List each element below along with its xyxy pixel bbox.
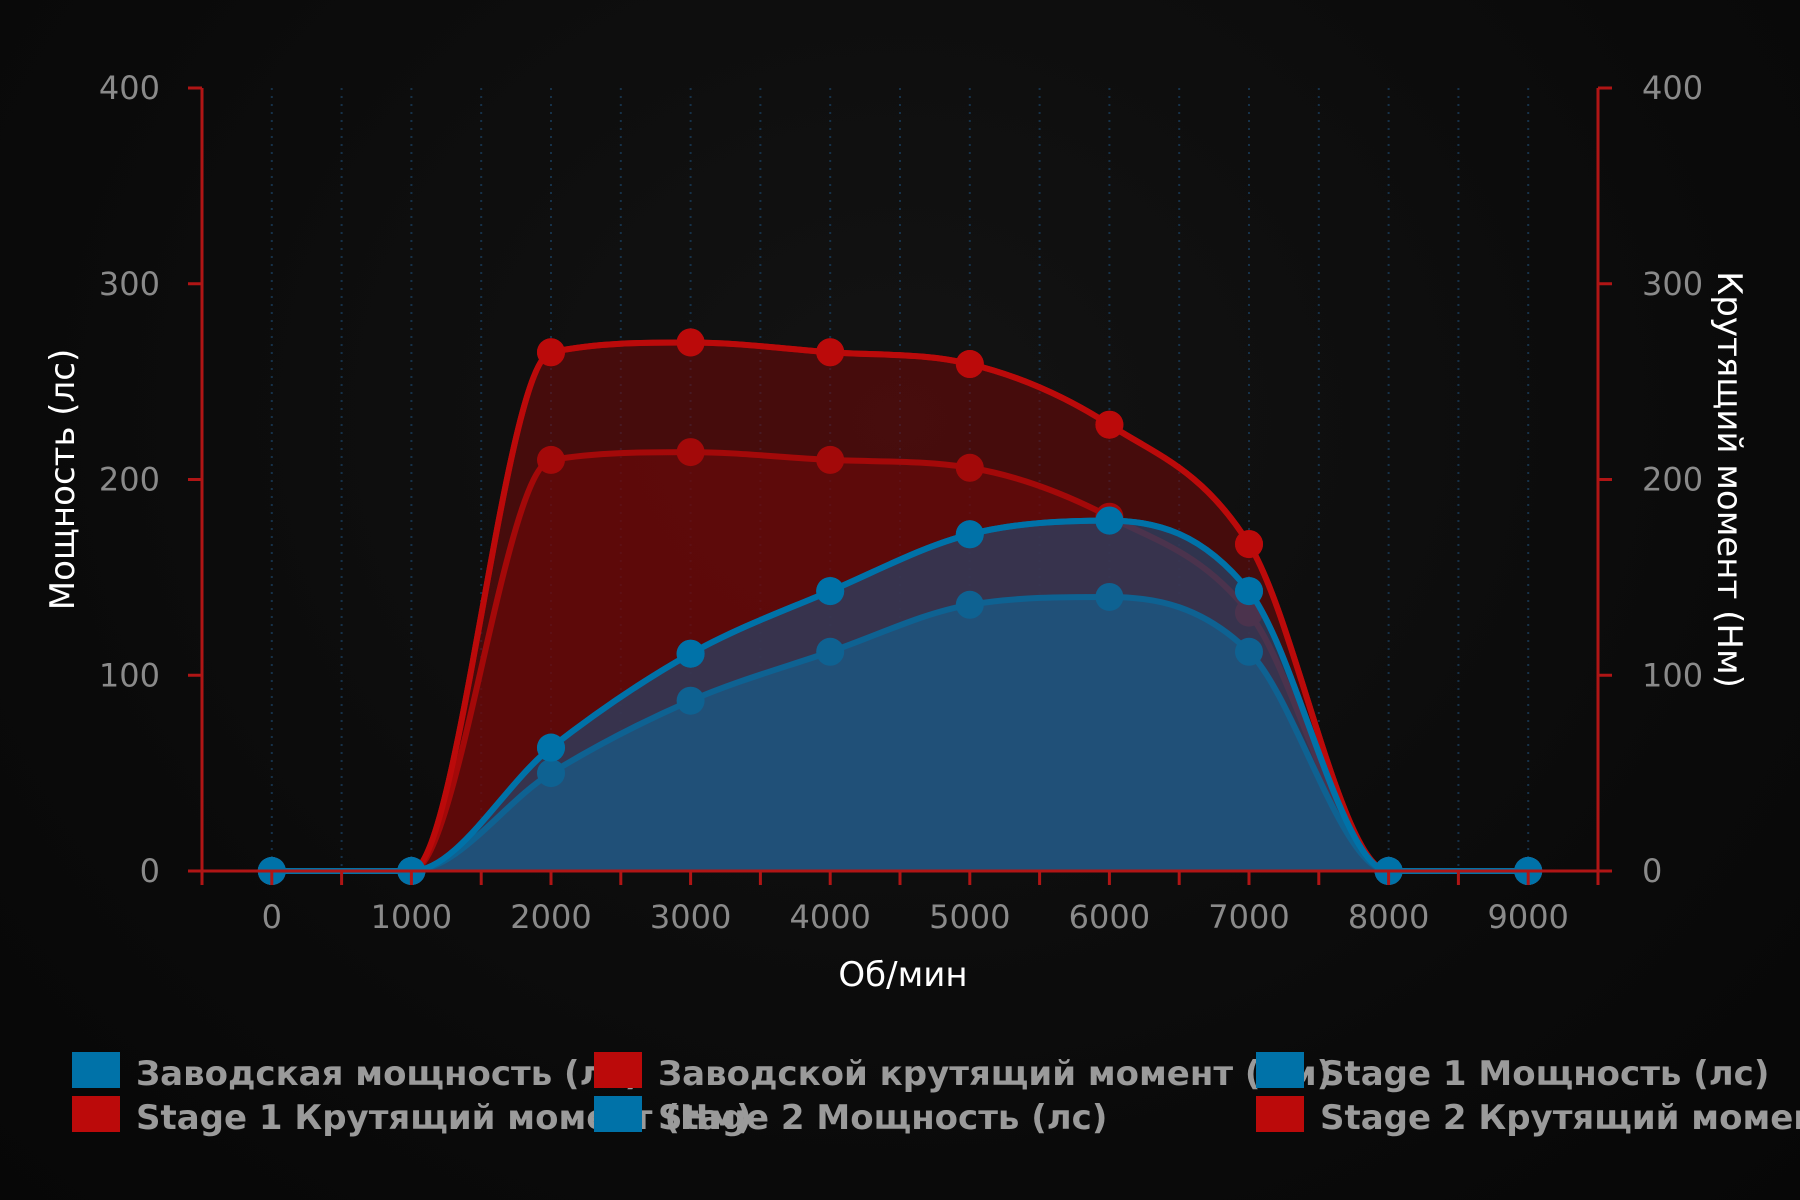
y-axis-right-title: Крутящий момент (Нм) — [1709, 271, 1749, 688]
data-point — [955, 350, 984, 379]
data-point — [537, 759, 565, 788]
y-left-tick-label: 300 — [99, 265, 160, 303]
data-point — [537, 338, 565, 367]
data-point — [676, 686, 705, 715]
data-point — [1235, 637, 1263, 666]
y-right-tick-label: 200 — [1642, 461, 1703, 499]
x-tick-label: 7000 — [1208, 898, 1289, 936]
x-axis-title: Об/мин — [838, 955, 967, 995]
data-point — [676, 639, 705, 668]
data-point — [816, 577, 845, 606]
data-point — [816, 338, 845, 367]
x-tick-label: 3000 — [650, 898, 731, 936]
series-line — [271, 593, 1529, 875]
y-right-tick-label: 300 — [1642, 265, 1703, 303]
y-left-tick-label: 100 — [99, 656, 160, 694]
x-tick-label: 4000 — [789, 898, 870, 936]
legend-swatch — [72, 1096, 120, 1132]
legend: Заводская мощность (лс) Заводской крутящи… — [72, 1052, 1800, 1138]
series-line — [271, 339, 1529, 875]
x-tick-label: 6000 — [1069, 898, 1150, 936]
data-point — [955, 453, 984, 482]
x-tick-label: 2000 — [510, 898, 591, 936]
y-axis-left-title: Мощность (лс) — [43, 349, 83, 611]
data-point — [537, 445, 565, 474]
data-point — [955, 520, 984, 549]
legend-label: Заводская мощность (лс) — [136, 1054, 640, 1094]
data-point — [1095, 582, 1124, 611]
legend-label: Stage 2 Крутящий момент (Нм) — [1320, 1098, 1800, 1138]
y-left-tick-label: 400 — [99, 69, 160, 107]
x-tick-label: 1000 — [371, 898, 452, 936]
series-area — [271, 596, 1529, 871]
y-right-tick-label: 400 — [1642, 69, 1703, 107]
legend-label: Заводской крутящий момент (Нм) — [658, 1054, 1332, 1094]
legend-label: Stage 2 Мощность (лс) — [658, 1098, 1107, 1138]
series-line — [271, 517, 1529, 875]
y-left-tick-label: 0 — [140, 852, 160, 890]
series-group — [257, 328, 1543, 885]
legend-label: Stage 1 Мощность (лс) — [1320, 1054, 1769, 1094]
data-point — [1235, 530, 1263, 559]
legend-swatch — [1256, 1052, 1304, 1088]
x-tick-label: 5000 — [929, 898, 1010, 936]
data-point — [1235, 577, 1263, 606]
data-point — [676, 438, 705, 467]
y-right-tick-label: 0 — [1642, 852, 1662, 890]
legend-swatch — [594, 1096, 642, 1132]
legend-swatch — [72, 1052, 120, 1088]
y-right-tick-label: 100 — [1642, 656, 1703, 694]
data-point — [1095, 410, 1124, 439]
data-point — [816, 445, 845, 474]
x-tick-label: 0 — [262, 898, 282, 936]
data-point — [816, 637, 845, 666]
data-point — [676, 328, 705, 357]
data-point — [955, 590, 984, 619]
legend-label: Stage 1 Крутящий момент (Нм) — [136, 1098, 752, 1138]
data-point — [1095, 506, 1124, 535]
y-left-tick-label: 200 — [99, 461, 160, 499]
x-tick-label: 8000 — [1348, 898, 1429, 936]
legend-swatch — [594, 1052, 642, 1088]
x-tick-label: 9000 — [1487, 898, 1568, 936]
series-area — [271, 520, 1529, 871]
legend-swatch — [1256, 1096, 1304, 1132]
data-point — [537, 733, 565, 762]
